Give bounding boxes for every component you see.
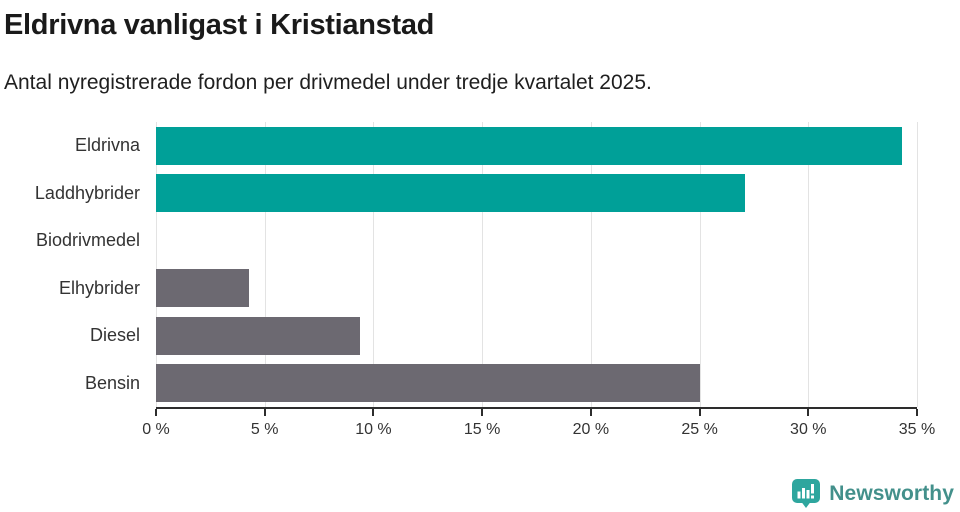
x-axis: 0 % 5 % 10 % 15 % 20 % 25 % 30 % 35 % <box>142 407 935 455</box>
bar-chart: Eldrivna Laddhybrider Biodrivmedel Elhybrid… <box>0 122 960 455</box>
bar-row <box>156 360 917 408</box>
axis-tick <box>481 409 484 416</box>
bar-eldrivna <box>156 126 902 165</box>
gridline <box>482 122 484 407</box>
gridline <box>808 122 810 407</box>
bar-elhybrider <box>156 269 250 308</box>
axis-tick-label: 10 % <box>355 421 392 438</box>
axis-tick-label: 35 % <box>898 421 936 438</box>
chart-subtitle: Antal nyregistrerade fordon per drivmede… <box>4 71 652 94</box>
axis-tick-label: 25 % <box>681 421 718 438</box>
axis-tick <box>807 409 810 416</box>
plot-wrap: 0 % 5 % 10 % 15 % 20 % 25 % 30 % 35 % <box>142 122 935 455</box>
category-label: Eldrivna <box>74 135 140 156</box>
axis-tick-label: 30 % <box>790 421 827 438</box>
category-labels: Eldrivna Laddhybrider Biodrivmedel Elhybrid… <box>0 122 156 455</box>
axis-tick <box>263 409 266 416</box>
axis-tick <box>698 409 701 416</box>
axis-tick <box>589 409 592 416</box>
axis-tick <box>916 409 918 416</box>
gridline <box>156 122 157 407</box>
category-label: Elhybrider <box>58 277 140 298</box>
bar-row <box>156 312 917 360</box>
gridlines <box>156 122 918 407</box>
axis-tick-label: 20 % <box>572 421 610 438</box>
gridline <box>699 122 701 407</box>
category-label: Biodrivmedel <box>35 230 140 251</box>
gridline <box>590 122 592 407</box>
axis-tick <box>372 409 375 416</box>
axis-tick-label: 0 % <box>142 421 170 438</box>
plot-area <box>156 122 918 407</box>
bars <box>156 122 917 407</box>
category-label: Diesel <box>89 325 140 346</box>
category-label: Laddhybrider <box>34 182 140 203</box>
bar-row <box>156 217 917 265</box>
bar-row <box>156 170 917 218</box>
gridline <box>373 122 375 407</box>
chart-title: Eldrivna vanligast i Kristianstad <box>4 9 435 41</box>
bar-bensin <box>156 364 700 403</box>
bar-row <box>156 122 917 170</box>
axis-tick <box>155 409 157 416</box>
axis-tick-label: 5 % <box>250 421 279 438</box>
bar-laddhybrider <box>156 174 746 213</box>
category-label: Bensin <box>84 372 140 393</box>
bar-row <box>156 265 917 313</box>
bar-diesel <box>156 316 361 355</box>
gridline <box>917 122 918 407</box>
brand-footer: Newsworthy <box>791 478 954 509</box>
gridline <box>264 122 266 407</box>
brand-name: Newsworthy <box>829 481 954 505</box>
newsworthy-logo-icon <box>792 479 821 508</box>
chart-card: Eldrivna vanligast i Kristianstad Antal … <box>0 7 960 512</box>
axis-tick-label: 15 % <box>463 421 501 438</box>
